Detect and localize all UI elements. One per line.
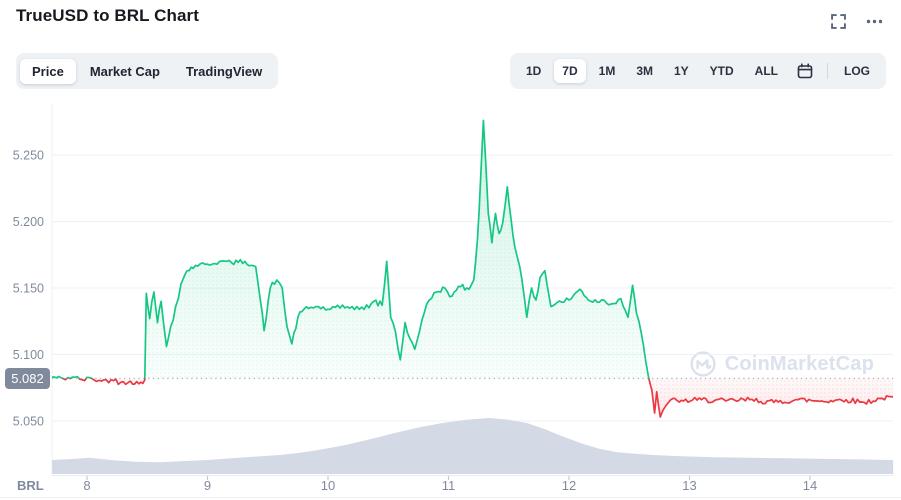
range-log[interactable]: LOG <box>836 59 878 83</box>
y-axis-label: 5.100 <box>13 348 44 362</box>
chart-type-tab-group: Price Market Cap TradingView <box>16 53 279 89</box>
tab-tradingview[interactable]: TradingView <box>174 59 274 84</box>
watermark-text: CoinMarketCap <box>724 352 874 375</box>
page-title: TrueUSD to BRL Chart <box>16 6 200 25</box>
watermark: CoinMarketCap <box>689 350 874 378</box>
calendar-button[interactable] <box>791 59 819 83</box>
x-axis-label: 8 <box>83 478 90 493</box>
y-axis-label: 5.250 <box>13 149 44 163</box>
y-axis-label: 5.050 <box>13 415 44 429</box>
more-options-icon <box>866 19 883 24</box>
bottom-divider <box>0 497 901 498</box>
price-line-down <box>55 378 894 418</box>
y-axis-label: 5.200 <box>13 215 44 229</box>
x-axis-label: 13 <box>682 478 696 493</box>
price-area-up-texture <box>52 120 894 379</box>
range-7d[interactable]: 7D <box>554 59 586 83</box>
price-area-down-texture <box>62 378 894 417</box>
unit-label: BRL <box>17 478 44 493</box>
x-axis-label: 12 <box>562 478 576 493</box>
tab-market-cap[interactable]: Market Cap <box>78 59 172 84</box>
y-axis-label: 5.150 <box>13 282 44 296</box>
fullscreen-button[interactable] <box>828 11 849 32</box>
range-all[interactable]: ALL <box>747 59 786 83</box>
x-axis-label: 11 <box>442 478 456 493</box>
tab-price[interactable]: Price <box>20 58 76 84</box>
price-line-up <box>52 119 650 379</box>
range-1m[interactable]: 1M <box>591 59 624 83</box>
calendar-icon <box>797 63 813 79</box>
range-1d[interactable]: 1D <box>518 59 549 83</box>
range-ytd[interactable]: YTD <box>702 59 742 83</box>
current-price-badge: 5.082 <box>5 368 50 389</box>
range-divider <box>827 63 828 79</box>
range-3m[interactable]: 3M <box>628 59 661 83</box>
date-range-group: 1D 7D 1M 3M 1Y YTD ALL LOG <box>509 53 886 89</box>
more-options-button[interactable] <box>862 11 887 32</box>
x-axis-label: 10 <box>321 478 335 493</box>
range-1y[interactable]: 1Y <box>666 59 697 83</box>
x-axis-label: 9 <box>204 478 211 493</box>
volume-area <box>52 418 894 474</box>
fullscreen-icon <box>831 14 846 29</box>
coinmarketcap-logo-icon <box>690 351 716 377</box>
x-axis-label: 14 <box>803 478 817 493</box>
